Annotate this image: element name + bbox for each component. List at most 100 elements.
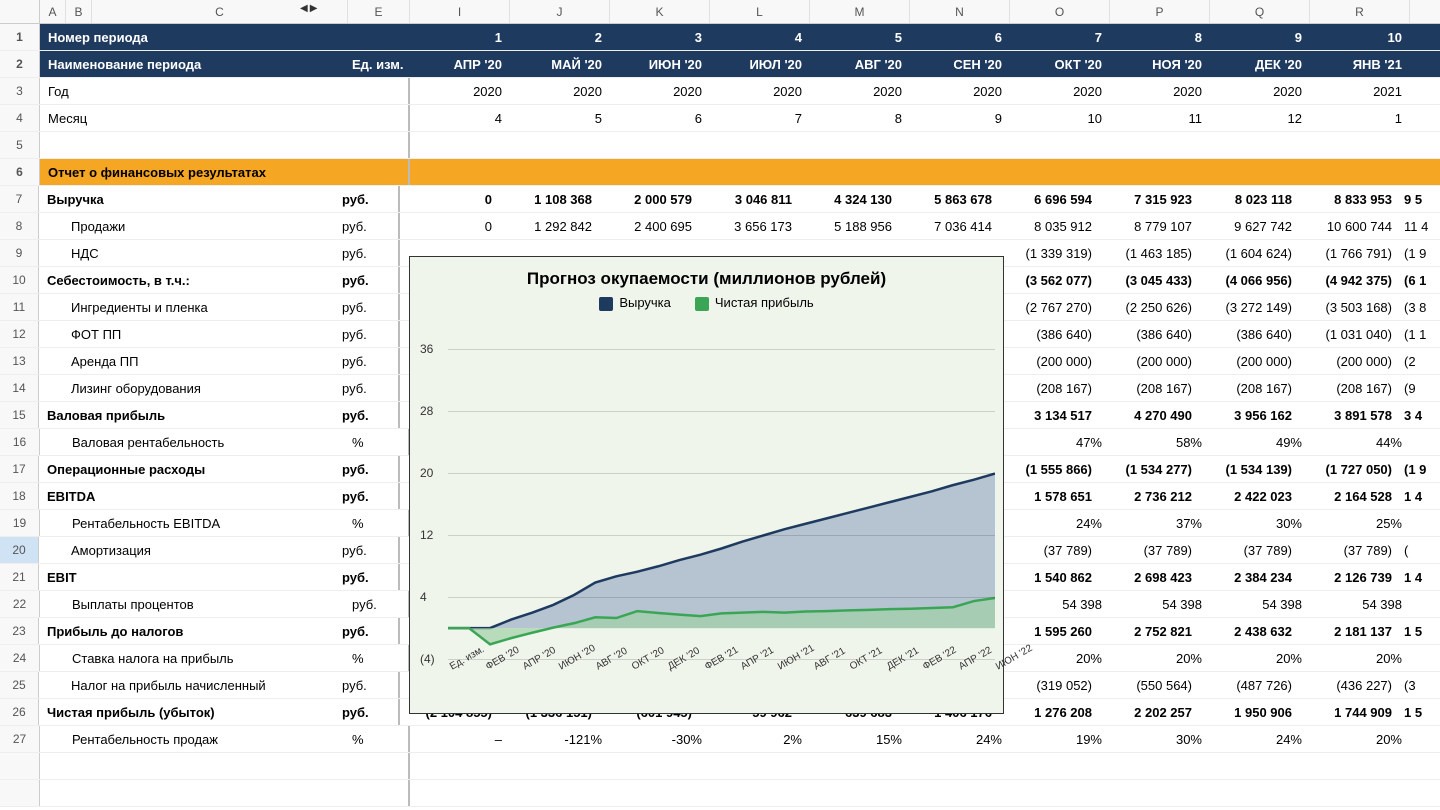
data-cell[interactable]: 20% [1110,645,1210,671]
data-cell[interactable]: 44% [1310,429,1410,455]
row-header[interactable] [0,780,40,806]
data-cell-overflow[interactable]: 3 4 [1400,402,1440,428]
data-cell[interactable] [910,159,1010,185]
col-header[interactable]: I [410,0,510,23]
col-header[interactable]: N [910,0,1010,23]
data-cell[interactable]: 3 956 162 [1200,402,1300,428]
data-cell[interactable]: 2 384 234 [1200,564,1300,590]
data-cell-overflow[interactable]: (3 [1400,672,1440,698]
label-cell[interactable]: Ингредиенты и пленкаруб. [39,294,400,320]
data-cell[interactable]: (1 339 319) [1000,240,1100,266]
data-cell[interactable]: АВГ '20 [810,51,910,77]
data-cell[interactable]: 2 164 528 [1300,483,1400,509]
data-cell[interactable]: АПР '20 [410,51,510,77]
data-cell[interactable]: 5 188 956 [800,213,900,239]
row-header[interactable]: 25 [0,672,39,698]
data-cell[interactable]: 2 [510,24,610,50]
data-cell[interactable]: 9 [1210,24,1310,50]
data-cell[interactable] [910,780,1010,806]
data-cell[interactable] [1010,753,1110,779]
data-cell[interactable]: (3 562 077) [1000,267,1100,293]
data-cell[interactable]: (200 000) [1100,348,1200,374]
data-cell[interactable]: 4 [410,105,510,131]
data-cell[interactable] [1310,132,1410,158]
label-cell[interactable]: Номер периода [40,24,410,50]
data-cell[interactable] [410,132,510,158]
data-cell[interactable]: 9 627 742 [1200,213,1300,239]
col-header[interactable]: E [348,0,410,23]
data-cell[interactable] [510,159,610,185]
col-header[interactable]: L [710,0,810,23]
data-cell[interactable]: 8 833 953 [1300,186,1400,212]
data-cell[interactable]: ИЮН '20 [610,51,710,77]
data-cell[interactable]: (436 227) [1300,672,1400,698]
data-cell[interactable] [510,132,610,158]
data-cell[interactable]: 1 [410,24,510,50]
data-cell[interactable]: НОЯ '20 [1110,51,1210,77]
data-cell[interactable]: (208 167) [1200,375,1300,401]
data-cell[interactable] [1010,132,1110,158]
col-header[interactable]: R [1310,0,1410,23]
data-cell[interactable] [1310,780,1410,806]
data-cell[interactable]: 3 [610,24,710,50]
row-header[interactable]: 20 [0,537,39,563]
data-cell[interactable]: 2020 [710,78,810,104]
data-cell[interactable]: 5 [510,105,610,131]
data-cell[interactable]: 24% [1210,726,1310,752]
data-cell[interactable]: – [410,726,510,752]
data-cell[interactable]: 2 752 821 [1100,618,1200,644]
data-cell[interactable] [610,753,710,779]
data-cell[interactable]: 11 [1110,105,1210,131]
data-cell[interactable]: (319 052) [1000,672,1100,698]
row-header[interactable] [0,753,40,779]
data-cell[interactable]: (3 045 433) [1100,267,1200,293]
data-cell[interactable]: 6 [610,105,710,131]
data-cell[interactable] [910,753,1010,779]
data-cell[interactable]: 1 595 260 [1000,618,1100,644]
data-cell[interactable]: 2 202 257 [1100,699,1200,725]
data-cell[interactable]: (487 726) [1200,672,1300,698]
col-header[interactable]: K [610,0,710,23]
data-cell[interactable]: (3 272 149) [1200,294,1300,320]
data-cell[interactable]: 25% [1310,510,1410,536]
label-cell[interactable]: Налог на прибыль начисленныйруб. [39,672,400,698]
data-cell[interactable] [610,132,710,158]
data-cell[interactable]: 10 600 744 [1300,213,1400,239]
data-cell[interactable] [610,780,710,806]
data-cell[interactable] [1210,753,1310,779]
data-cell[interactable] [1310,753,1410,779]
data-cell[interactable]: (1 555 866) [1000,456,1100,482]
data-cell[interactable] [1310,159,1410,185]
data-cell[interactable]: 2 438 632 [1200,618,1300,644]
corner-cell[interactable] [0,0,40,23]
col-header[interactable]: M [810,0,910,23]
row-header[interactable]: 10 [0,267,39,293]
data-cell[interactable]: 7 [710,105,810,131]
data-cell[interactable] [510,780,610,806]
row-header[interactable]: 6 [0,159,40,185]
data-cell[interactable]: 58% [1110,429,1210,455]
label-cell[interactable]: Валовая прибыльруб. [39,402,400,428]
row-header[interactable]: 13 [0,348,39,374]
row-header[interactable]: 17 [0,456,39,482]
data-cell[interactable]: 20% [1310,645,1410,671]
data-cell-overflow[interactable]: (1 9 [1400,456,1440,482]
data-cell[interactable] [610,159,710,185]
data-cell[interactable]: 19% [1010,726,1110,752]
data-cell[interactable]: 2020 [410,78,510,104]
data-cell[interactable]: 0 [400,213,500,239]
data-cell[interactable]: (3 503 168) [1300,294,1400,320]
data-cell[interactable]: 49% [1210,429,1310,455]
data-cell[interactable]: 20% [1210,645,1310,671]
data-cell-overflow[interactable]: (2 [1400,348,1440,374]
data-cell[interactable]: (1 463 185) [1100,240,1200,266]
label-cell[interactable] [40,753,410,779]
data-cell[interactable]: (1 766 791) [1300,240,1400,266]
row-header[interactable]: 21 [0,564,39,590]
data-cell[interactable] [410,753,510,779]
data-cell[interactable]: 12 [1210,105,1310,131]
label-cell[interactable]: Отчет о финансовых результатах [40,159,410,185]
data-cell[interactable]: 8 023 118 [1200,186,1300,212]
data-cell[interactable]: 2020 [1010,78,1110,104]
data-cell[interactable] [1110,159,1210,185]
